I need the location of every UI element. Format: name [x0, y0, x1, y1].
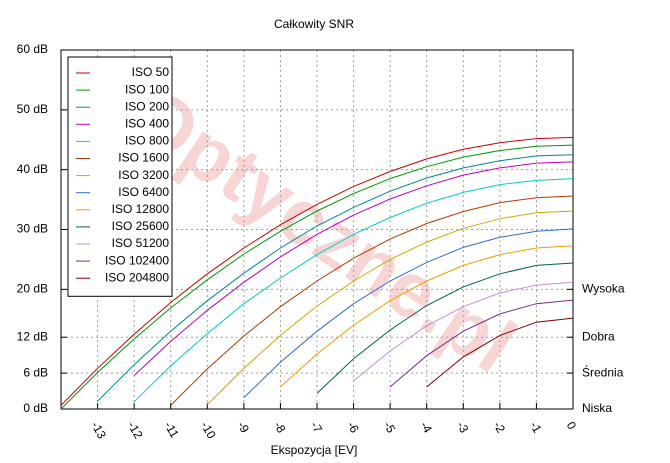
y2-tick-label: Dobra	[582, 329, 615, 343]
x-tick-label: -1	[527, 419, 545, 436]
legend-label: ISO 102400	[105, 253, 169, 267]
x-tick-label: -7	[308, 419, 326, 436]
legend-label: ISO 25600	[112, 219, 170, 233]
y2-tick-label: Średnia	[582, 364, 624, 379]
legend-label: ISO 3200	[118, 168, 169, 182]
y-tick-label: 20 dB	[17, 282, 48, 296]
y-tick-label: 30 dB	[17, 222, 48, 236]
series-line	[316, 262, 574, 394]
x-tick-label: -5	[381, 419, 399, 436]
legend-label: ISO 1600	[118, 151, 169, 165]
legend-label: ISO 51200	[112, 236, 170, 250]
series-line	[206, 210, 574, 406]
x-tick-label: -13	[88, 419, 109, 441]
series-line	[243, 228, 574, 398]
x-tick-label: -2	[491, 419, 509, 436]
x-axis-label: Ekspozycja [EV]	[271, 443, 358, 457]
legend-label: ISO 200	[125, 99, 169, 113]
legend-label: ISO 50	[132, 65, 170, 79]
series-line	[97, 154, 574, 402]
x-tick-label: -10	[198, 419, 219, 441]
series-line	[280, 245, 574, 388]
watermark: Optyczne.pl	[116, 70, 532, 390]
y-tick-label: 12 dB	[17, 329, 48, 343]
series-line	[60, 144, 574, 410]
x-tick-label: -4	[417, 419, 435, 436]
y2-tick-label: Wysoka	[582, 282, 625, 296]
legend-label: ISO 12800	[112, 202, 170, 216]
y-tick-label: 50 dB	[17, 102, 48, 116]
legend-label: ISO 800	[125, 134, 169, 148]
legend-label: ISO 6400	[118, 185, 169, 199]
legend: ISO 50 ISO 100 ISO 200 ISO 400 ISO 800 ISO 16…	[67, 56, 173, 297]
series-line	[426, 317, 574, 388]
legend-label: ISO 100	[125, 82, 169, 96]
chart-title: Całkowity SNR	[274, 17, 354, 31]
y-tick-label: 60 dB	[17, 42, 48, 56]
series-line	[170, 195, 574, 406]
x-tick-label: -6	[344, 419, 362, 436]
x-tick-label: -12	[125, 419, 146, 441]
x-tick-label: -11	[161, 419, 182, 441]
x-tick-label: 0	[564, 419, 580, 432]
y2-tick-label: Niska	[582, 401, 612, 415]
series-line	[60, 136, 574, 406]
series-line	[133, 161, 574, 376]
legend-label: ISO 204800	[105, 270, 169, 284]
y-tick-label: 40 dB	[17, 162, 48, 176]
plot-frame	[60, 49, 574, 410]
x-tick-label: -3	[454, 419, 472, 436]
legend-box	[67, 56, 173, 297]
x-tick-label: -8	[271, 419, 289, 436]
series-line	[133, 178, 574, 403]
y-tick-label: 0 dB	[23, 401, 48, 415]
x-tick-label: -9	[235, 419, 253, 436]
legend-label: ISO 400	[125, 116, 169, 130]
series-line	[389, 299, 574, 388]
y-tick-label: 6 dB	[23, 365, 48, 379]
series-line	[353, 281, 574, 382]
